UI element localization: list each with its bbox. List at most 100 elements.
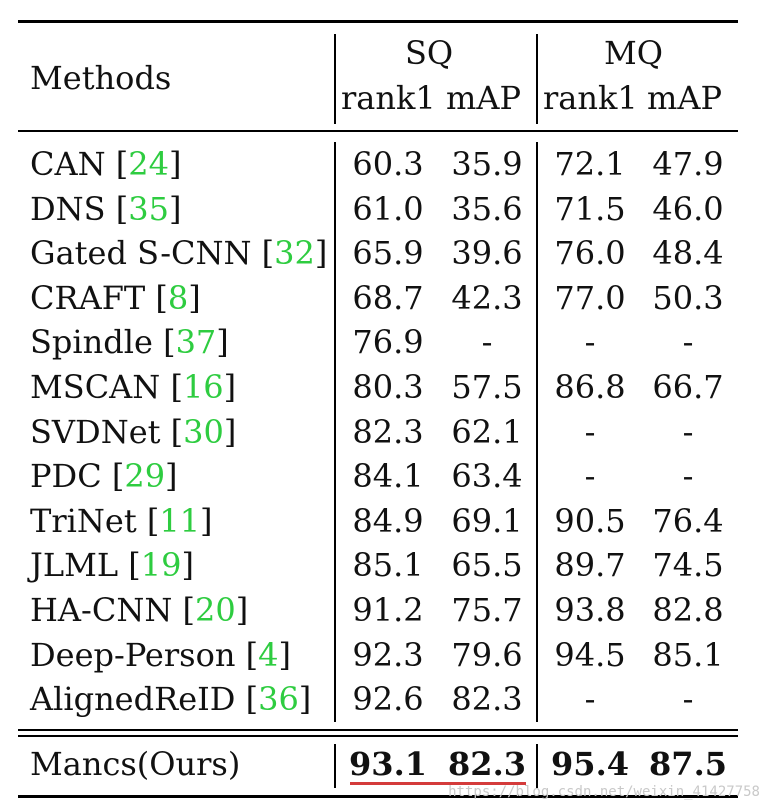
citation-link[interactable]: 19 (140, 546, 182, 584)
citation-link[interactable]: 29 (124, 457, 166, 495)
method-name: MSCAN [16] (30, 368, 237, 406)
sq-map-header: mAP (446, 79, 521, 117)
sq-rank1-cell: 84.9 (352, 502, 424, 540)
method-label: Deep-Person (30, 636, 236, 674)
mq-map-cell: - (682, 413, 694, 451)
header-rule (18, 130, 738, 132)
sq-rank1-cell: 85.1 (352, 546, 424, 584)
pre-ours-rule-1 (18, 729, 738, 731)
method-label: TriNet (30, 502, 137, 540)
method-label: PDC (30, 457, 102, 495)
mq-map-header: mAP (647, 79, 722, 117)
sq-map-cell: 82.3 (451, 680, 523, 718)
sq-map-cell: 62.1 (451, 413, 523, 451)
mq-map-cell: 76.4 (652, 502, 724, 540)
citation-link[interactable]: 8 (167, 279, 189, 317)
sq-map-cell: 63.4 (451, 457, 523, 495)
method-name: CAN [24] (30, 145, 182, 183)
methods-header: Methods (30, 59, 172, 97)
mq-rank1-cell: 93.8 (554, 591, 626, 629)
mq-rank1-cell: 72.1 (554, 145, 626, 183)
mq-rank1-cell: 89.7 (554, 546, 626, 584)
pre-ours-rule-2 (18, 735, 738, 737)
mq-map-cell: 47.9 (652, 145, 724, 183)
sq-map-cell: - (481, 323, 493, 361)
method-name: Spindle [37] (30, 323, 229, 361)
citation-link[interactable]: 36 (258, 680, 299, 718)
sq-rank1-cell: 65.9 (352, 234, 424, 272)
method-name: DNS [35] (30, 190, 182, 228)
mq-map-cell: 48.4 (652, 234, 724, 272)
citation-link[interactable]: 4 (258, 636, 279, 674)
mq-map-cell: 50.3 (652, 279, 724, 317)
sq-map-cell: 35.9 (451, 145, 523, 183)
citation-link[interactable]: 37 (175, 323, 217, 361)
sq-header: SQ (405, 34, 454, 72)
sq-rank1-cell: 91.2 (352, 591, 424, 629)
vline-methods-ours (334, 744, 336, 788)
sq-map-cell: 79.6 (451, 636, 523, 674)
mq-map-cell: 82.8 (652, 591, 724, 629)
mq-rank1-cell: 76.0 (554, 234, 626, 272)
citation-link[interactable]: 11 (159, 502, 201, 540)
method-name: AlignedReID [36] (30, 680, 312, 718)
method-name: Gated S-CNN [32] (30, 234, 328, 272)
mq-map-cell: - (682, 680, 694, 718)
sq-rank1-cell: 80.3 (352, 368, 424, 406)
citation-link[interactable]: 30 (183, 413, 224, 451)
mq-map-cell: - (682, 457, 694, 495)
sq-rank1-cell: 61.0 (352, 190, 424, 228)
mq-rank1-cell: - (584, 680, 596, 718)
mq-rank1-cell: 86.8 (554, 368, 626, 406)
citation-link[interactable]: 16 (182, 368, 224, 406)
citation-link[interactable]: 20 (194, 591, 236, 629)
vline-sq-mq-ours (536, 744, 538, 788)
citation-link[interactable]: 32 (274, 234, 315, 272)
ours-method-name: Mancs(Ours) (30, 745, 241, 783)
mq-rank1-cell: - (584, 457, 596, 495)
method-name: SVDNet [30] (30, 413, 237, 451)
ours-sq-map: 82.3 (448, 745, 526, 783)
sq-map-cell: 75.7 (451, 591, 523, 629)
top-rule (18, 20, 738, 23)
method-label: SVDNet (30, 413, 161, 451)
method-label: CAN (30, 145, 106, 183)
citation-link[interactable]: 35 (128, 190, 169, 228)
sq-map-cell: 35.6 (451, 190, 523, 228)
sq-map-cell: 69.1 (451, 502, 523, 540)
watermark: https://blog.csdn.net/weixin_41427758 (448, 784, 760, 800)
highlight-underline (350, 782, 526, 785)
mq-map-cell: - (682, 323, 694, 361)
method-name: CRAFT [8] (30, 279, 201, 317)
sq-rank1-cell: 84.1 (352, 457, 424, 495)
sq-rank1-cell: 92.6 (352, 680, 424, 718)
method-name: JLML [19] (30, 546, 194, 584)
mq-map-cell: 66.7 (652, 368, 724, 406)
method-name: PDC [29] (30, 457, 178, 495)
sq-map-cell: 39.6 (451, 234, 523, 272)
mq-header: MQ (604, 34, 663, 72)
vline-sq-mq (536, 34, 538, 124)
mq-rank1-cell: - (584, 323, 596, 361)
mq-rank1-cell: 90.5 (554, 502, 626, 540)
sq-map-cell: 65.5 (451, 546, 523, 584)
bottom-rule (18, 795, 738, 798)
ours-mq-map: 87.5 (649, 745, 727, 783)
sq-rank1-cell: 92.3 (352, 636, 424, 674)
sq-rank1-cell: 60.3 (352, 145, 424, 183)
mq-rank1-header: rank1 (543, 79, 638, 117)
method-label: DNS (30, 190, 106, 228)
method-name: HA-CNN [20] (30, 591, 249, 629)
sq-map-cell: 57.5 (451, 368, 523, 406)
mq-rank1-cell: 77.0 (554, 279, 626, 317)
mq-rank1-cell: - (584, 413, 596, 451)
method-label: CRAFT (30, 279, 146, 317)
citation-link[interactable]: 24 (128, 145, 169, 183)
sq-rank1-cell: 82.3 (352, 413, 424, 451)
sq-rank1-cell: 68.7 (352, 279, 424, 317)
method-label: Spindle (30, 323, 153, 361)
ours-mq-rank1: 95.4 (551, 745, 629, 783)
vline-sq-mq-body (536, 142, 538, 722)
sq-rank1-cell: 76.9 (352, 323, 424, 361)
vline-methods (334, 34, 336, 124)
